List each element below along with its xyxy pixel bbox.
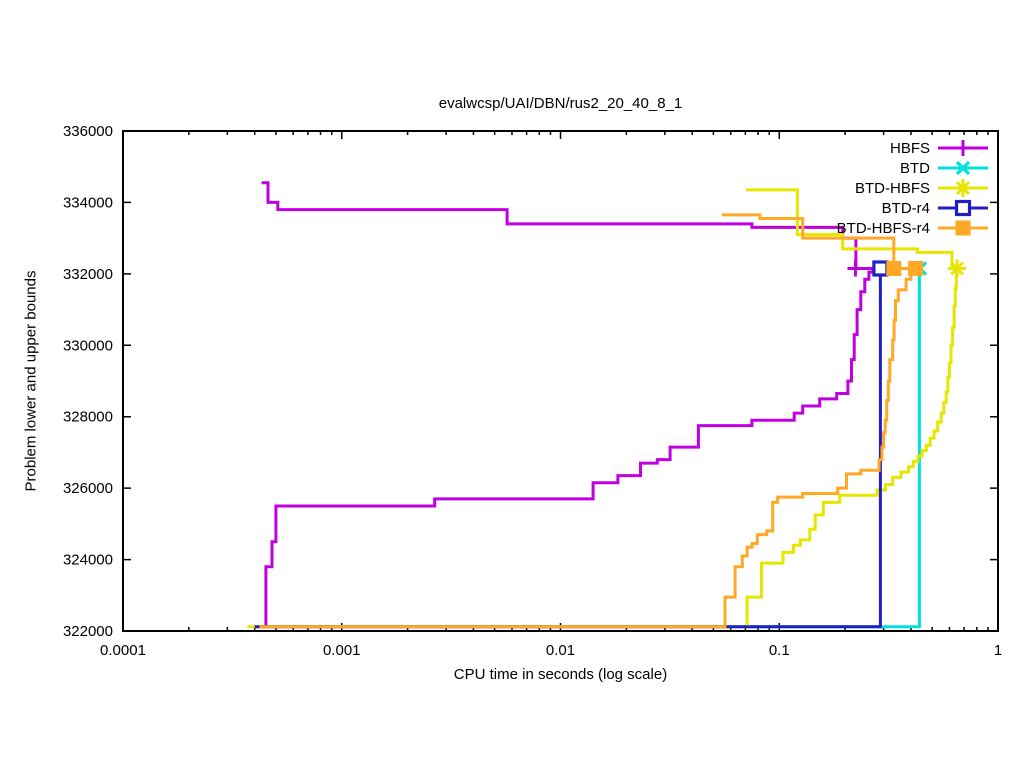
y-tick-label: 336000 [63, 123, 113, 140]
y-tick-label: 328000 [63, 409, 113, 426]
y-tick-label: 332000 [63, 266, 113, 283]
axis-ticks [122, 130, 999, 632]
x-tick-label: 1 [994, 642, 1002, 659]
legend-label-btd-r4: BTD-r4 [882, 200, 930, 217]
legend-btd-hbfs-marker [954, 179, 972, 197]
btd-hbfs-lower-bound-curve [247, 268, 959, 629]
x-tick-label: 0.01 [546, 642, 575, 659]
y-tick-label: 326000 [63, 480, 113, 497]
y-tick-label: 334000 [63, 194, 113, 211]
x-tick-label: 0.0001 [100, 642, 146, 659]
btd-hbfs-r4-marker [886, 261, 902, 276]
legend-btd-hbfs-r4-marker [955, 220, 971, 236]
btd-hbfs-r4-marker [908, 261, 924, 276]
legend-label-hbfs: HBFS [890, 140, 930, 157]
legend-label-btd: BTD [900, 160, 930, 177]
legend-hbfs-marker [955, 140, 971, 156]
legend-label-btd-hbfs: BTD-HBFS [855, 180, 930, 197]
legend-btd-r4-marker [954, 199, 972, 217]
hbfs-upper-bound-curve [261, 181, 873, 270]
plot-border [122, 130, 999, 632]
y-tick-label: 322000 [63, 623, 113, 640]
x-axis-label: CPU time in seconds (log scale) [453, 666, 668, 683]
legend-btd-marker [955, 160, 971, 176]
y-tick-label: 330000 [63, 337, 113, 354]
x-tick-label: 0.001 [323, 642, 361, 659]
y-tick-label: 324000 [63, 552, 113, 569]
btd-hbfs-r4-lower-bound-curve [259, 268, 918, 629]
x-tick-label: 0.1 [769, 642, 790, 659]
btd-hbfs-marker [948, 259, 967, 278]
hbfs-marker [847, 260, 864, 277]
btd-hbfs-upper-bound-curve [746, 188, 958, 270]
legend-label-btd-hbfs-r4: BTD-HBFS-r4 [837, 220, 930, 237]
hbfs-lower-bound-curve [264, 268, 875, 627]
btd-r4-marker [872, 260, 889, 277]
btd-lower-bound-curve [254, 268, 921, 629]
btd-r4-lower-bound-curve [254, 268, 882, 629]
chart-title: evalwcsp/UAI/DBN/rus2_20_40_8_1 [438, 95, 683, 112]
